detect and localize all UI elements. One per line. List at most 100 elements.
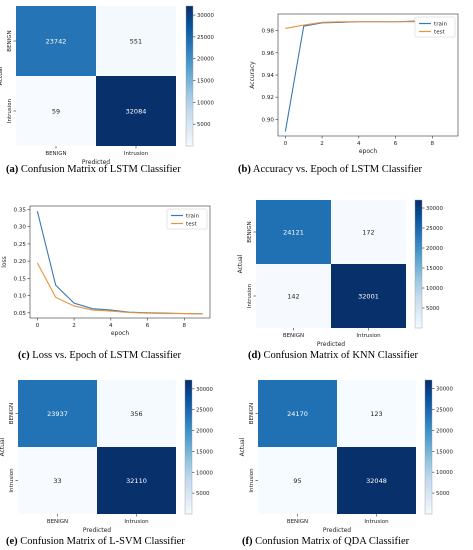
- colorbar-segment: [425, 442, 432, 446]
- x-tick-label: 6: [146, 323, 150, 329]
- loss-epoch-chart: 0 2 4 6 8 0.05 0.10 0.15 0.20 0.25 0.30 0.35 epoch lo…: [1, 205, 211, 337]
- colorbar-segment: [186, 10, 193, 14]
- colorbar-segment: [186, 69, 193, 72]
- colorbar-segment: [186, 132, 193, 135]
- colorbar-segment: [425, 509, 432, 513]
- x-axis-label: Predicted: [317, 341, 345, 348]
- y-tick-label: Intrusion: [247, 283, 253, 308]
- colorbar-segment: [415, 313, 422, 316]
- caption-d-text: Confusion Matrix of KNN Classifier: [263, 350, 419, 361]
- colorbar-tick-label: 25000: [197, 35, 214, 41]
- caption-b-label: (b): [238, 164, 251, 175]
- colorbar-segment: [425, 417, 432, 421]
- y-tick-label: Intrusion: [7, 98, 13, 123]
- colorbar-segment: [186, 127, 193, 131]
- colorbar-segment: [185, 455, 192, 459]
- colorbar-segment: [415, 266, 422, 269]
- colorbar-segment: [415, 274, 422, 278]
- colorbar-segment: [425, 507, 432, 511]
- colorbar-tick-label: 30000: [436, 387, 453, 393]
- colorbar-segment: [186, 139, 193, 142]
- caption-b: (b) Accuracy vs. Epoch of LSTM Classifie…: [238, 164, 422, 175]
- colorbar-segment: [415, 302, 422, 306]
- y-axis-label: Actual: [237, 254, 244, 273]
- colorbar-segment: [185, 429, 192, 432]
- panel-c: 0 2 4 6 8 0.05 0.10 0.15 0.20 0.25 0.30 0.35 epoch lo…: [0, 182, 236, 366]
- colorbar-segment: [185, 433, 192, 437]
- colorbar-segment: [415, 217, 422, 220]
- colorbar-segment: [415, 244, 422, 248]
- colorbar-segment: [415, 315, 422, 318]
- colorbar-segment: [425, 397, 432, 401]
- colorbar-segment: [425, 435, 432, 439]
- colorbar-segment: [415, 255, 422, 259]
- colorbar-segment: [415, 246, 422, 250]
- colorbar-segment: [186, 101, 193, 105]
- colorbar-segment: [425, 500, 432, 504]
- caption-a-label: (a): [6, 164, 19, 175]
- colorbar-segment: [186, 17, 193, 21]
- colorbar-segment: [425, 406, 432, 410]
- colorbar-segment: [415, 281, 422, 284]
- colorbar-tick-label: 15000: [197, 79, 214, 85]
- y-tick-label: BENIGN: [9, 403, 15, 424]
- colorbar-segment: [186, 6, 193, 9]
- colorbar-segment: [185, 498, 192, 502]
- colorbar-segment: [415, 272, 422, 276]
- colorbar-segment: [415, 210, 422, 214]
- colorbar-tick-label: 15000: [436, 449, 453, 455]
- cell-value-label: 59: [52, 108, 60, 116]
- caption-f: (f) Confusion Matrix of QDA Classifier: [242, 536, 409, 547]
- x-tick-label: 2: [320, 141, 324, 147]
- colorbar-segment: [425, 469, 432, 473]
- colorbar-segment: [415, 223, 422, 227]
- x-tick-label: 8: [183, 323, 187, 329]
- heatmap-cell: [18, 447, 97, 514]
- colorbar-segment: [186, 115, 193, 119]
- colorbar-segment: [425, 415, 432, 419]
- colorbar-segment: [185, 431, 192, 435]
- colorbar-segment: [415, 283, 422, 286]
- colorbar-segment: [186, 27, 193, 30]
- colorbar-tick-label: 25000: [436, 407, 453, 413]
- colorbar-segment: [425, 402, 432, 406]
- colorbar-segment: [185, 404, 192, 408]
- colorbar-segment: [185, 397, 192, 401]
- cell-value-label: 32001: [358, 293, 379, 301]
- colorbar-segment: [425, 438, 432, 441]
- caption-d-label: (d): [248, 350, 261, 361]
- colorbar-segment: [425, 409, 432, 412]
- colorbar-segment: [186, 97, 193, 100]
- colorbar-segment: [185, 409, 192, 412]
- colorbar-segment: [425, 391, 432, 394]
- colorbar-tick-label: 15000: [426, 266, 443, 272]
- colorbar-segment: [185, 424, 192, 428]
- colorbar-segment: [186, 41, 193, 44]
- caption-c: (c) Loss vs. Epoch of LSTM Classifier: [18, 350, 181, 361]
- colorbar-segment: [425, 395, 432, 399]
- colorbar-segment: [425, 473, 432, 477]
- colorbar-segment: [186, 8, 193, 12]
- colorbar-segment: [186, 20, 193, 23]
- panel-f: 24170 123 95 32048 BENIGN Intrusion BENIGN Intr…: [236, 366, 473, 550]
- colorbar-segment: [415, 298, 422, 301]
- y-tick-label: 0.35: [14, 207, 27, 213]
- colorbar-segment: [415, 308, 422, 312]
- colorbar-segment: [186, 134, 193, 138]
- colorbar-segment: [425, 440, 432, 444]
- colorbar-tick-label: 10000: [197, 100, 214, 106]
- colorbar-segment: [425, 433, 432, 437]
- heatmap-cell: [96, 76, 176, 146]
- colorbar-tick-label: 30000: [196, 387, 213, 393]
- cell-value-label: 172: [362, 229, 374, 237]
- caption-f-text: Confusion Matrix of QDA Classifier: [255, 536, 410, 547]
- colorbar-segment: [415, 285, 422, 289]
- colorbar-segment: [415, 321, 422, 325]
- colorbar-segment: [415, 293, 422, 297]
- colorbar-segment: [186, 90, 193, 93]
- colorbar-segment: [186, 50, 193, 54]
- cell-value-label: 23937: [47, 410, 68, 418]
- colorbar-segment: [186, 71, 193, 75]
- cell-value-label: 24170: [287, 410, 308, 418]
- caption-e-text: Confusion Matrix of L-SVM Classifier: [20, 536, 185, 547]
